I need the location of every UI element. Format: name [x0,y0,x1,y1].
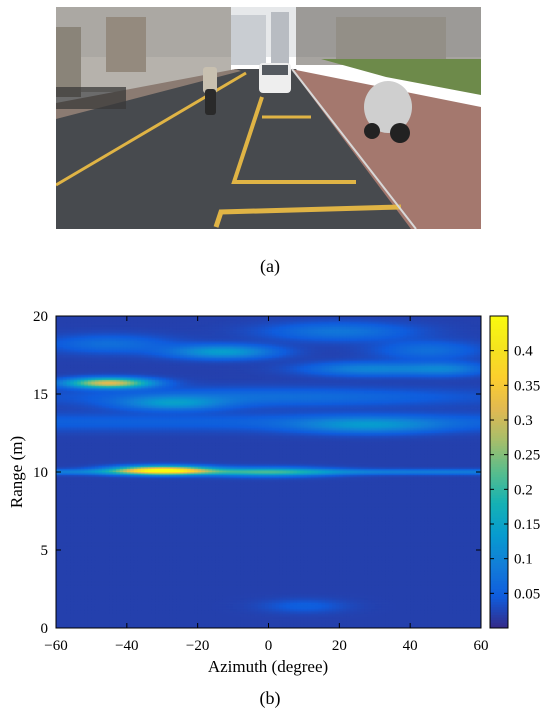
heatmap-plot-area [56,316,481,628]
scooter-wheel [390,123,410,143]
building-left [56,27,81,97]
parked-scooters-left [56,87,126,109]
buildings [231,15,266,65]
tree-line-right [296,7,481,65]
street-scene-photo [56,7,481,229]
buildings [271,12,289,67]
caption-a: (a) [240,256,300,277]
scooter-wheel [364,123,380,139]
white-car-window [262,65,288,75]
motorcycle [205,89,216,115]
